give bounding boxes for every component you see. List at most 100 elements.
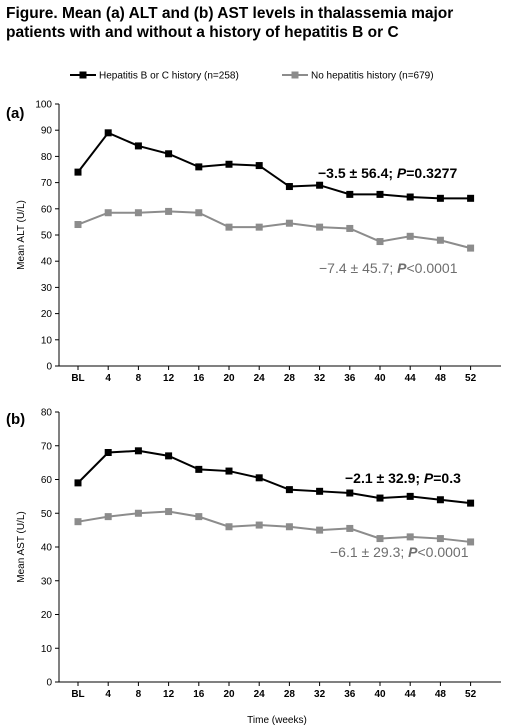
figure-title-line-2: patients with and without a history of h… [6,24,399,41]
data-point-no-hepatitis [436,236,444,244]
data-point-no-hepatitis [255,223,263,231]
panel-label: (b) [6,411,25,428]
x-tick-label: 8 [136,689,142,700]
annotation-hepatitis: −2.1 ± 32.9; P=0.3 [345,470,461,486]
data-point-hepatitis [376,494,384,502]
y-tick-label: 90 [41,126,53,137]
y-tick-label: 40 [41,257,53,268]
y-tick-label: 70 [41,178,53,189]
data-point-hepatitis [165,452,173,460]
y-tick-label: 30 [41,283,53,294]
data-point-no-hepatitis [346,224,354,232]
x-tick-label: 36 [344,373,356,384]
y-axis-title: Mean AST (U/L) [16,511,27,583]
y-tick-label: 0 [46,678,52,689]
data-point-hepatitis [316,487,324,495]
y-tick-label: 60 [41,204,53,215]
x-tick-label: 52 [465,689,477,700]
legend-label-no-hepatitis: No hepatitis history (n=679) [311,71,434,82]
data-point-no-hepatitis [346,524,354,532]
x-tick-label: 32 [314,373,326,384]
x-tick-label: BL [71,689,84,700]
data-point-no-hepatitis [285,523,293,531]
data-point-no-hepatitis [376,535,384,543]
x-tick-label: 24 [254,373,266,384]
series-line-hepatitis [77,131,471,200]
y-tick-label: 50 [41,509,53,520]
data-point-hepatitis [436,194,444,202]
x-tick-label: 4 [105,689,111,700]
data-point-no-hepatitis [467,538,475,546]
data-point-hepatitis [285,183,293,191]
data-point-no-hepatitis [225,523,233,531]
data-point-hepatitis [104,129,112,137]
x-tick-label: 32 [314,689,326,700]
figure-title-line-1: Figure. Mean (a) ALT and (b) AST levels … [6,5,454,22]
data-point-hepatitis [255,162,263,170]
data-point-hepatitis [195,465,203,473]
annotation-hepatitis: −3.5 ± 56.4; P=0.3277 [318,165,457,181]
data-point-no-hepatitis [134,209,142,217]
data-point-hepatitis [406,492,414,500]
data-point-no-hepatitis [376,238,384,246]
y-tick-label: 70 [41,441,53,452]
annotation-no-hepatitis: −7.4 ± 45.7; P<0.0001 [319,260,458,276]
legend: Hepatitis B or C history (n=258) No hepat… [70,71,434,82]
data-point-no-hepatitis [467,244,475,252]
panel-label: (a) [6,105,24,122]
y-tick-label: 60 [41,475,53,486]
x-tick-label: 48 [435,689,447,700]
y-tick-label: 80 [41,152,53,163]
x-tick-label: 12 [163,689,175,700]
annotation-no-hepatitis: −6.1 ± 29.3; P<0.0001 [330,544,469,560]
x-tick-label: 24 [254,689,266,700]
data-point-no-hepatitis [195,209,203,217]
data-point-hepatitis [376,190,384,198]
series-line-no-hepatitis [77,510,471,543]
x-tick-label: BL [71,373,84,384]
data-point-no-hepatitis [436,535,444,543]
x-tick-label: 28 [284,373,296,384]
figure-title: Figure. Mean (a) ALT and (b) AST levels … [6,4,516,42]
y-tick-label: 100 [35,100,52,111]
series-line-hepatitis [77,449,471,505]
data-point-no-hepatitis [255,521,263,529]
data-point-no-hepatitis [74,221,82,229]
x-tick-label: 36 [344,689,356,700]
x-tick-label: 40 [374,373,386,384]
data-point-no-hepatitis [165,207,173,215]
data-point-hepatitis [134,447,142,455]
y-tick-label: 30 [41,576,53,587]
series-line-no-hepatitis [77,210,471,250]
y-tick-label: 40 [41,543,53,554]
data-point-hepatitis [467,194,475,202]
x-tick-label: 12 [163,373,175,384]
data-point-hepatitis [225,467,233,475]
x-tick-label: 40 [374,689,386,700]
data-point-hepatitis [225,160,233,168]
x-tick-label: 28 [284,689,296,700]
data-point-no-hepatitis [406,533,414,541]
data-point-hepatitis [165,150,173,158]
y-tick-label: 80 [41,408,53,419]
legend-marker-no-hepatitis [291,71,299,79]
y-axis-title: Mean ALT (U/L) [16,200,27,270]
data-point-no-hepatitis [74,518,82,526]
data-point-no-hepatitis [225,223,233,231]
data-point-hepatitis [406,193,414,201]
data-point-hepatitis [195,163,203,171]
data-point-no-hepatitis [104,513,112,521]
data-point-hepatitis [74,479,82,487]
data-point-hepatitis [104,449,112,456]
data-point-hepatitis [74,168,82,176]
y-tick-label: 10 [41,644,53,655]
data-point-hepatitis [316,181,324,189]
x-tick-label: 8 [136,373,142,384]
legend-marker-hepatitis [79,71,87,79]
x-tick-label: 44 [405,689,417,700]
x-tick-label: 4 [105,373,111,384]
y-tick-label: 20 [41,610,53,621]
data-point-hepatitis [467,499,475,507]
